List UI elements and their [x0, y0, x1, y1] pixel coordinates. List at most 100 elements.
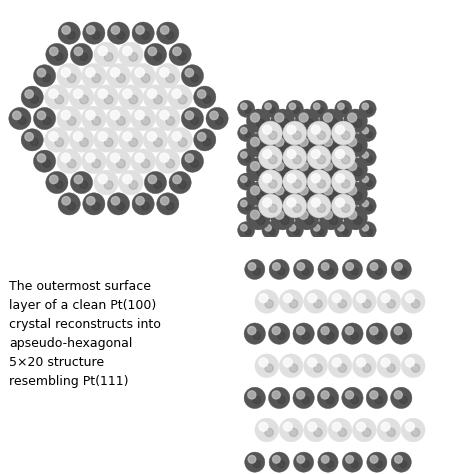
Circle shape	[366, 229, 373, 235]
Circle shape	[110, 68, 120, 77]
Circle shape	[111, 111, 119, 119]
Circle shape	[293, 156, 300, 162]
Circle shape	[169, 172, 191, 193]
Circle shape	[124, 133, 132, 141]
Circle shape	[332, 358, 341, 367]
Circle shape	[248, 391, 256, 399]
Circle shape	[293, 205, 300, 210]
Circle shape	[80, 138, 88, 146]
Circle shape	[110, 153, 120, 163]
Circle shape	[117, 117, 125, 125]
Circle shape	[244, 323, 265, 344]
Circle shape	[262, 149, 279, 166]
Circle shape	[275, 162, 284, 171]
Circle shape	[271, 157, 294, 182]
Circle shape	[259, 170, 283, 193]
Circle shape	[271, 133, 294, 157]
Circle shape	[55, 181, 63, 189]
Circle shape	[108, 193, 129, 215]
Circle shape	[80, 95, 88, 103]
Circle shape	[344, 109, 367, 133]
Circle shape	[104, 138, 113, 146]
Circle shape	[95, 44, 117, 65]
Circle shape	[262, 197, 279, 214]
Circle shape	[286, 149, 303, 166]
Circle shape	[278, 332, 285, 339]
Circle shape	[346, 391, 354, 399]
Circle shape	[141, 74, 150, 82]
Circle shape	[314, 428, 322, 437]
Circle shape	[45, 85, 69, 109]
Circle shape	[240, 225, 247, 231]
Circle shape	[262, 222, 279, 239]
Circle shape	[319, 109, 343, 133]
Circle shape	[394, 327, 402, 335]
Circle shape	[155, 64, 180, 88]
Circle shape	[73, 132, 83, 141]
Circle shape	[335, 125, 352, 142]
Circle shape	[83, 150, 105, 172]
Circle shape	[259, 146, 283, 169]
Circle shape	[331, 194, 355, 218]
Circle shape	[328, 290, 352, 313]
Circle shape	[111, 154, 119, 162]
Circle shape	[269, 156, 275, 162]
Circle shape	[405, 422, 414, 431]
Circle shape	[80, 181, 88, 189]
Circle shape	[132, 193, 154, 215]
Circle shape	[98, 174, 108, 184]
Circle shape	[323, 186, 332, 195]
Circle shape	[173, 175, 181, 183]
Circle shape	[37, 154, 46, 162]
Circle shape	[74, 133, 82, 141]
Circle shape	[335, 149, 352, 166]
Circle shape	[299, 210, 308, 219]
Circle shape	[295, 133, 319, 157]
Circle shape	[293, 323, 314, 344]
Circle shape	[346, 263, 354, 270]
Circle shape	[160, 68, 169, 77]
Circle shape	[82, 149, 106, 173]
Circle shape	[173, 47, 181, 55]
Circle shape	[290, 364, 298, 372]
Circle shape	[129, 181, 137, 189]
Circle shape	[248, 263, 256, 270]
Circle shape	[143, 85, 168, 109]
Circle shape	[131, 106, 155, 131]
Circle shape	[87, 197, 95, 205]
Circle shape	[94, 85, 118, 109]
Circle shape	[405, 358, 414, 367]
Circle shape	[237, 149, 255, 166]
Circle shape	[161, 154, 169, 162]
Circle shape	[351, 332, 358, 339]
Circle shape	[141, 31, 149, 39]
Circle shape	[319, 133, 343, 157]
Circle shape	[120, 172, 142, 193]
Circle shape	[366, 205, 373, 210]
Circle shape	[344, 157, 367, 182]
Circle shape	[354, 216, 362, 225]
Circle shape	[250, 137, 259, 146]
Circle shape	[244, 387, 265, 409]
Circle shape	[30, 95, 38, 103]
Circle shape	[256, 192, 265, 200]
Circle shape	[210, 111, 218, 119]
Circle shape	[337, 103, 344, 109]
Circle shape	[178, 53, 186, 61]
Circle shape	[332, 294, 341, 303]
Circle shape	[265, 128, 271, 134]
Circle shape	[323, 210, 332, 219]
Circle shape	[86, 153, 95, 163]
Circle shape	[178, 138, 187, 146]
Circle shape	[395, 456, 402, 463]
Circle shape	[67, 117, 76, 125]
Circle shape	[293, 387, 314, 409]
Circle shape	[305, 143, 313, 152]
Circle shape	[21, 129, 43, 151]
Circle shape	[169, 129, 191, 151]
Circle shape	[311, 149, 320, 158]
Circle shape	[123, 46, 132, 56]
Circle shape	[293, 132, 300, 138]
Circle shape	[310, 222, 328, 239]
Circle shape	[411, 428, 420, 437]
